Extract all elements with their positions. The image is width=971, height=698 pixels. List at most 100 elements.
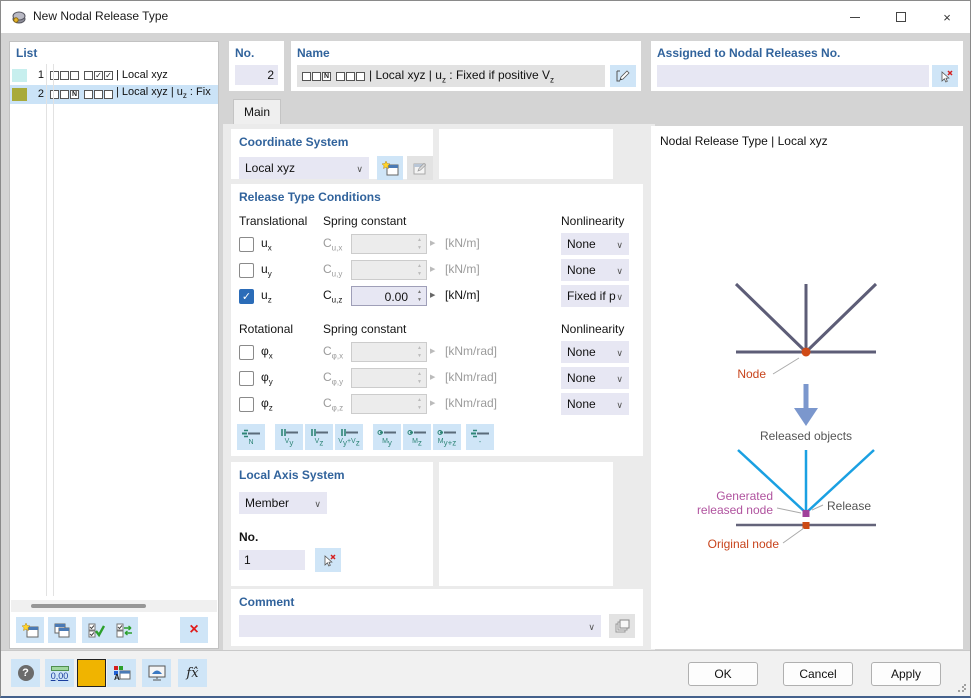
- dof-checkbox[interactable]: [239, 371, 254, 386]
- nonlinearity-select[interactable]: None: [561, 233, 629, 255]
- spring-constant-input[interactable]: 0.00 ▲ ▼: [351, 286, 427, 306]
- original-node-marker: [802, 522, 810, 529]
- spring-constant-header: Spring constant: [323, 214, 407, 228]
- color-swatch: [12, 69, 27, 82]
- quick-release-button[interactable]: My+z: [433, 424, 461, 450]
- release-glyph-icon: [242, 429, 260, 437]
- assigned-value-field[interactable]: [657, 65, 929, 87]
- dof-checkbox[interactable]: [239, 397, 254, 412]
- detail-arrow-icon: ▶: [430, 348, 436, 355]
- dof-checkbox[interactable]: ✓: [239, 289, 254, 304]
- delete-icon: ×: [189, 621, 199, 638]
- resize-grip[interactable]: [957, 683, 967, 693]
- comment-header: Comment: [239, 595, 295, 609]
- release-glyph-icon: [471, 429, 489, 437]
- empty-box-icon: [60, 90, 69, 99]
- unit-label: [kNm/rad]: [445, 344, 498, 358]
- copy-item-button[interactable]: [48, 617, 76, 643]
- pick-member-button[interactable]: [315, 548, 341, 572]
- help-button[interactable]: [11, 659, 40, 687]
- edit-pencil-icon: [616, 70, 630, 82]
- nonlinearity-select[interactable]: None: [561, 393, 629, 415]
- delete-item-button[interactable]: ×: [180, 617, 208, 643]
- release-glyph-icon: [407, 429, 426, 435]
- spinner-arrows-icon[interactable]: ▲ ▼: [417, 289, 422, 303]
- minimize-button[interactable]: [832, 1, 878, 33]
- spring-constant-value: 0.00: [384, 290, 408, 304]
- detail-arrow-icon: ▶: [430, 240, 436, 247]
- new-item-button[interactable]: [16, 617, 44, 643]
- empty-box-icon: [336, 71, 345, 81]
- release-conditions-header: Release Type Conditions: [239, 190, 381, 204]
- nonlinearity-select[interactable]: None: [561, 367, 629, 389]
- cancel-button[interactable]: Cancel: [783, 662, 853, 686]
- title-bar: New Nodal Release Type ×: [1, 1, 970, 33]
- dof-label: φz: [261, 396, 273, 413]
- quick-release-button[interactable]: -: [466, 424, 494, 450]
- pick-cursor-icon: [324, 553, 336, 567]
- chevron-down-icon: [616, 263, 623, 277]
- empty-box-icon: [70, 71, 79, 80]
- generated-node-label-1: Generated: [716, 489, 773, 503]
- edit-window-icon: [413, 162, 427, 175]
- checked-box-icon: [104, 71, 113, 80]
- ok-button[interactable]: OK: [688, 662, 758, 686]
- nonlinearity-select[interactable]: Fixed if p...: [561, 285, 629, 307]
- dof-checkbox[interactable]: [239, 345, 254, 360]
- color-swatch-button[interactable]: [77, 659, 106, 687]
- spring-constant-input: ▲ ▼: [351, 260, 427, 280]
- name-value-field[interactable]: | Local xyz | uz : Fixed if positive Vz: [297, 65, 605, 87]
- dof-checkbox[interactable]: [239, 263, 254, 278]
- rendering-button[interactable]: [142, 659, 171, 687]
- nonlinearity-select[interactable]: None: [561, 341, 629, 363]
- quick-release-button[interactable]: My: [373, 424, 401, 450]
- invert-selection-button[interactable]: [110, 617, 138, 643]
- list-scrollbar-thumb[interactable]: [31, 604, 146, 608]
- assigned-label: Assigned to Nodal Releases No.: [657, 46, 841, 60]
- no-value-field[interactable]: 2: [235, 65, 278, 85]
- quick-release-button[interactable]: Vy: [275, 424, 303, 450]
- quick-release-button[interactable]: Mz: [403, 424, 431, 450]
- layers-icon: [615, 619, 629, 633]
- coordinate-system-box: Coordinate System Local xyz: [231, 129, 433, 180]
- select-all-button[interactable]: [82, 617, 110, 643]
- tab-main[interactable]: Main: [233, 99, 281, 125]
- close-button[interactable]: ×: [924, 1, 970, 33]
- new-coordinate-system-button[interactable]: [377, 156, 403, 180]
- maximize-button[interactable]: [878, 1, 924, 33]
- detail-arrow-icon[interactable]: ▶: [430, 292, 436, 299]
- coordinate-system-value: Local xyz: [245, 161, 296, 175]
- list-item[interactable]: 1 | Local xyz: [10, 66, 218, 85]
- condition-row: uy Cu,y ▲ ▼ ▶ [kN/m] None: [231, 258, 643, 284]
- local-axis-select[interactable]: Member: [239, 492, 327, 514]
- spring-constant-label: Cu,x: [323, 236, 343, 253]
- units-settings-button[interactable]: 0,00: [45, 659, 74, 687]
- quick-release-button[interactable]: Vz: [305, 424, 333, 450]
- nonlinearity-header: Nonlinearity: [561, 214, 625, 228]
- quick-release-button[interactable]: Vy+Vz: [335, 424, 363, 450]
- quick-release-button[interactable]: N: [237, 424, 265, 450]
- unit-label: [kN/m]: [445, 262, 480, 276]
- condition-row: ux Cu,x ▲ ▼ ▶ [kN/m] None: [231, 232, 643, 258]
- apply-button[interactable]: Apply: [871, 662, 941, 686]
- nonlinearity-value: None: [567, 371, 596, 385]
- name-label: Name: [297, 46, 330, 60]
- close-icon: ×: [943, 9, 951, 25]
- spinner-arrows-icon: ▲ ▼: [417, 237, 422, 251]
- dialog-footer: 0,00 A f𝑥̂ OK Cancel Apply: [1, 650, 970, 696]
- list-scrollbar[interactable]: [11, 600, 217, 612]
- quick-release-label: -: [478, 438, 482, 446]
- display-properties-button[interactable]: A: [107, 659, 136, 687]
- dof-checkbox[interactable]: [239, 237, 254, 252]
- coordinate-system-select[interactable]: Local xyz: [239, 157, 369, 179]
- list-gridline: [53, 64, 54, 596]
- pick-releases-button[interactable]: [932, 65, 958, 87]
- formula-button[interactable]: f𝑥̂: [178, 659, 207, 687]
- chevron-down-icon: [356, 161, 363, 175]
- list-item[interactable]: 2 | Local xyz | uz : Fix: [10, 85, 218, 104]
- axis-no-field[interactable]: 1: [239, 550, 305, 570]
- nonlinearity-select[interactable]: None: [561, 259, 629, 281]
- edit-name-button[interactable]: [610, 65, 636, 87]
- comment-combobox[interactable]: [239, 615, 601, 637]
- spring-constant-label: Cu,z: [323, 288, 343, 305]
